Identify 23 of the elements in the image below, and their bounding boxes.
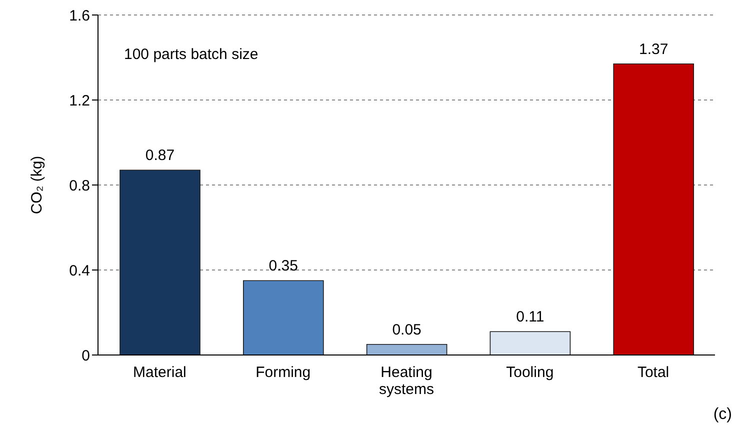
y-tick-label: 0.4 [69,262,90,280]
x-tick-label: Total [637,364,670,381]
data-label: 0.35 [268,258,298,275]
text: (c) [713,406,732,424]
bar [366,344,448,355]
data-label: 0.11 [516,308,544,326]
x-tick-label: Heating systems [378,364,434,398]
data-label: 0.87 [145,147,175,164]
y-tick-label: 1.2 [69,92,90,110]
y-tick-label: 1.6 [69,7,90,24]
bar [120,170,200,355]
x-tick-label: Forming [256,364,311,381]
y-tick-label: 0 [82,347,90,364]
data-label: 0.05 [392,321,422,338]
bar [490,331,571,355]
bar [243,280,324,355]
y-tick-label: 0.8 [69,177,90,194]
x-tick-label: Tooling [506,364,554,381]
bar [613,63,694,355]
x-tick-label: Material [133,364,186,381]
data-label: 1.37 [639,40,668,58]
annotation: 100 parts batch size [124,46,258,63]
y-axis-title: CO₂ (kg) [28,156,46,214]
